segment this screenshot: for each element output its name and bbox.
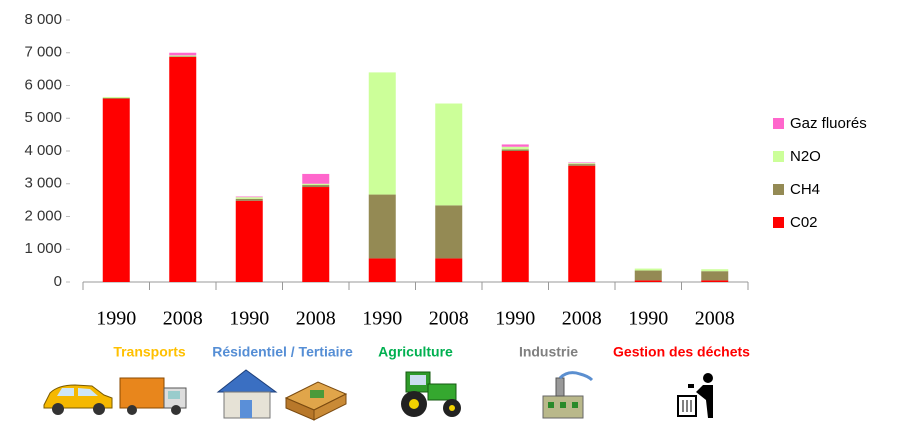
x-tick-label: 2008 (695, 308, 735, 330)
trash-icon (677, 373, 713, 418)
group-label: Industrie (519, 344, 578, 360)
group-label: Gestion des déchets (613, 344, 750, 360)
legend-swatch (773, 217, 784, 228)
y-tick-label: 6 000 (24, 76, 62, 93)
legend-swatch (773, 151, 784, 162)
desk-icon (284, 381, 348, 421)
truck-icon (119, 377, 187, 415)
x-tick-label: 1990 (495, 308, 535, 330)
y-tick-label: 2 000 (24, 207, 62, 224)
y-tick-label: 1 000 (24, 240, 62, 257)
group-label: Résidentiel / Tertiaire (212, 344, 353, 360)
bar-segment (501, 144, 529, 147)
x-tick-label: 2008 (296, 308, 336, 330)
bar-segment (235, 197, 263, 199)
bar-segment (169, 57, 197, 282)
group-label: Agriculture (378, 344, 453, 360)
bar-segment (102, 97, 130, 99)
group-label: Transports (113, 344, 186, 360)
icons (43, 369, 713, 421)
x-tick-label: 1990 (229, 308, 269, 330)
legend-swatch (773, 184, 784, 195)
bar-segment (302, 187, 330, 282)
x-tick-label: 1990 (628, 308, 668, 330)
legend-swatch (773, 118, 784, 129)
tractor-icon (401, 371, 461, 417)
bar-segment (568, 164, 596, 166)
y-tick-label: 4 000 (24, 142, 62, 159)
y-tick-label: 0 (54, 273, 62, 290)
x-tick-label: 1990 (362, 308, 402, 330)
x-tick-label: 2008 (163, 308, 203, 330)
bar-segment (435, 258, 463, 282)
bar-segment (634, 280, 662, 282)
x-tick-label: 1990 (96, 308, 136, 330)
bar-segment (701, 280, 729, 282)
bar-segment (169, 52, 197, 56)
bar-segment (368, 258, 396, 282)
bar-segment (102, 98, 130, 282)
bar-segment (435, 205, 463, 259)
bar-segment (568, 162, 596, 164)
bar-segment (568, 163, 596, 165)
bar-segment (501, 146, 529, 150)
bar-segment (302, 185, 330, 188)
bar-segment (501, 149, 529, 151)
bar-segment (634, 268, 662, 271)
bar-segment (302, 173, 330, 184)
car-icon (43, 384, 113, 415)
legend-label: CH4 (790, 181, 820, 198)
legend-label: N2O (790, 148, 821, 165)
bar-segment (634, 270, 662, 281)
bar-segment (235, 196, 263, 198)
bar-segment (235, 200, 263, 282)
factory-icon (542, 371, 594, 419)
bar-segment (102, 96, 130, 98)
y-tick-label: 3 000 (24, 175, 62, 192)
bar-segment (235, 198, 263, 201)
bar-segment (169, 56, 197, 58)
bar-segment (435, 103, 463, 206)
bar-segment (701, 269, 729, 272)
x-tick-label: 2008 (429, 308, 469, 330)
bar-segment (368, 72, 396, 195)
bar-segment (169, 55, 197, 57)
house-icon (216, 369, 278, 419)
legend-label: C02 (790, 214, 818, 231)
bar-segment (568, 165, 596, 282)
y-tick-label: 8 000 (24, 11, 62, 28)
bar-segment (368, 194, 396, 259)
y-tick-label: 5 000 (24, 109, 62, 126)
bar-segment (701, 271, 729, 281)
bar-segment (302, 183, 330, 186)
y-tick-label: 7 000 (24, 44, 62, 61)
x-tick-label: 2008 (562, 308, 602, 330)
legend-label: Gaz fluorés (790, 115, 867, 132)
bar-segment (501, 151, 529, 282)
